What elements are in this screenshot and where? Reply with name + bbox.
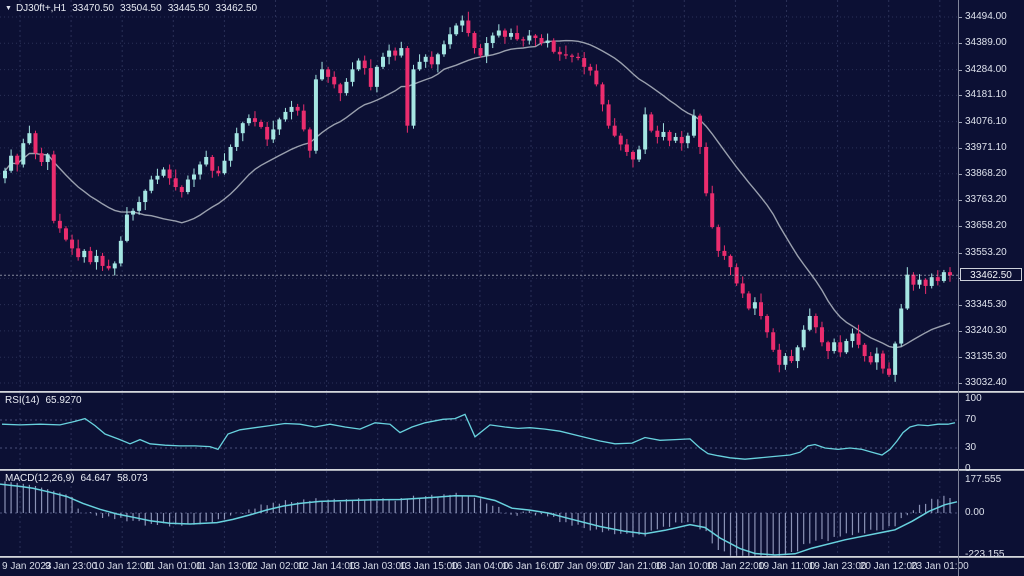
axis-tick: [959, 17, 962, 18]
axis-tick: [959, 305, 962, 306]
price-tick-label: 33553.20: [965, 247, 1007, 258]
axis-tick: [959, 148, 962, 149]
time-label: 12 Jan 02:00: [246, 561, 305, 572]
panel-separator[interactable]: [0, 469, 1024, 471]
grid: [0, 393, 958, 469]
price-tick-label: 33868.20: [965, 168, 1007, 179]
time-label: 13 Jan 15:00: [399, 561, 458, 572]
axis-tick: [959, 122, 962, 123]
rsi-indicator-label: RSI(14) 65.9270: [5, 395, 88, 406]
axis-tick: [959, 226, 962, 227]
rsi-tick-label: 30: [965, 442, 977, 453]
candles: [3, 11, 952, 382]
time-label: 17 Jan 09:00: [553, 561, 612, 572]
macd-signal-value: 58.073: [117, 473, 148, 484]
time-label: 9 Jan 2023: [2, 561, 52, 572]
time-label: 13 Jan 03:00: [348, 561, 407, 572]
price-tick-label: 34284.00: [965, 64, 1007, 75]
axis-tick: [959, 383, 962, 384]
price-tick-label: 33763.20: [965, 194, 1007, 205]
time-label: 12 Jan 14:00: [297, 561, 356, 572]
axis-tick: [959, 70, 962, 71]
rsi-line: [1, 413, 956, 460]
macd-signal-line: [0, 483, 958, 556]
axis-tick: [959, 43, 962, 44]
price-tick-label: 34389.00: [965, 37, 1007, 48]
time-label: 11 Jan 01:00: [144, 561, 202, 572]
rsi-name: RSI(14): [5, 395, 40, 406]
time-label: 18 Jan 22:00: [706, 561, 765, 572]
ohlc-close: 33462.50: [215, 3, 258, 14]
axis-tick: [959, 357, 962, 358]
time-label: 16 Jan 04:00: [450, 561, 509, 572]
rsi-tick-label: 0: [965, 463, 971, 474]
macd-tick-label: 0.00: [965, 507, 985, 518]
price-chart-panel[interactable]: [0, 0, 958, 391]
current-price-badge: 33462.50: [960, 268, 1022, 281]
price-tick-label: 33135.30: [965, 351, 1007, 362]
price-tick-label: 33032.40: [965, 377, 1007, 388]
macd-plot[interactable]: [0, 471, 958, 556]
symbol-dropdown-icon[interactable]: ▼: [5, 5, 12, 12]
rsi-tick-label: 100: [965, 393, 982, 404]
ohlc-open: 33470.50: [72, 3, 114, 14]
axis-tick: [959, 253, 962, 254]
macd-name: MACD(12,26,9): [5, 473, 75, 484]
ohlc-high: 33504.50: [119, 3, 162, 14]
axis-tick: [959, 200, 962, 201]
chart-title-bar: ▼ DJ30ft+,H1 33470.50 33504.50 33445.50 33462…: [5, 3, 263, 14]
macd-indicator-label: MACD(12,26,9) 64.647 58.073: [5, 473, 154, 484]
moving-average-line: [4, 39, 951, 349]
time-label: 9 Jan 23:00: [44, 561, 98, 572]
rsi-panel[interactable]: [0, 393, 958, 469]
grid: [0, 0, 958, 391]
price-tick-label: 34181.10: [965, 89, 1007, 100]
time-label: 20 Jan 12:00: [859, 561, 918, 572]
time-label: 19 Jan 23:00: [808, 561, 867, 572]
axis-tick: [959, 174, 962, 175]
macd-tick-label: -223.155: [965, 549, 1005, 560]
ohlc-low: 33445.50: [167, 3, 210, 14]
axis-tick: [959, 331, 962, 332]
price-tick-label: 34076.10: [965, 116, 1007, 127]
symbol-label: DJ30ft+,H1: [15, 3, 67, 14]
time-label: 17 Jan 21:00: [604, 561, 663, 572]
axis-tick: [959, 95, 962, 96]
price-tick-label: 33658.20: [965, 220, 1007, 231]
time-label: 19 Jan 11:00: [757, 561, 816, 572]
rsi-value: 65.9270: [45, 395, 82, 406]
macd-panel[interactable]: [0, 471, 958, 556]
time-label: 16 Jan 16:00: [502, 561, 560, 572]
time-label: 23 Jan 01:00: [910, 561, 969, 572]
rsi-plot[interactable]: [0, 393, 958, 469]
macd-histogram: [4, 481, 951, 556]
candlestick-plot[interactable]: [0, 0, 958, 391]
time-label: 11 Jan 13:00: [195, 561, 253, 572]
macd-main-value: 64.647: [80, 473, 112, 484]
time-label: 18 Jan 10:00: [655, 561, 714, 572]
price-tick-label: 33240.30: [965, 325, 1007, 336]
macd-tick-label: 177.555: [965, 474, 1002, 485]
price-axis[interactable]: 33462.50 34494.00 34389.00 34284.00 34181.1…: [958, 0, 1024, 576]
rsi-tick-label: 70: [965, 414, 977, 425]
panel-separator[interactable]: [0, 556, 1024, 558]
price-tick-label: 33971.10: [965, 142, 1007, 153]
time-axis[interactable]: 9 Jan 2023 9 Jan 23:00 10 Jan 12:00 11 Jan …: [0, 558, 1024, 576]
price-tick-label: 33345.30: [965, 299, 1007, 310]
panel-separator[interactable]: [0, 391, 1024, 393]
price-tick-label: 34494.00: [965, 11, 1007, 22]
time-label: 10 Jan 12:00: [93, 561, 152, 572]
